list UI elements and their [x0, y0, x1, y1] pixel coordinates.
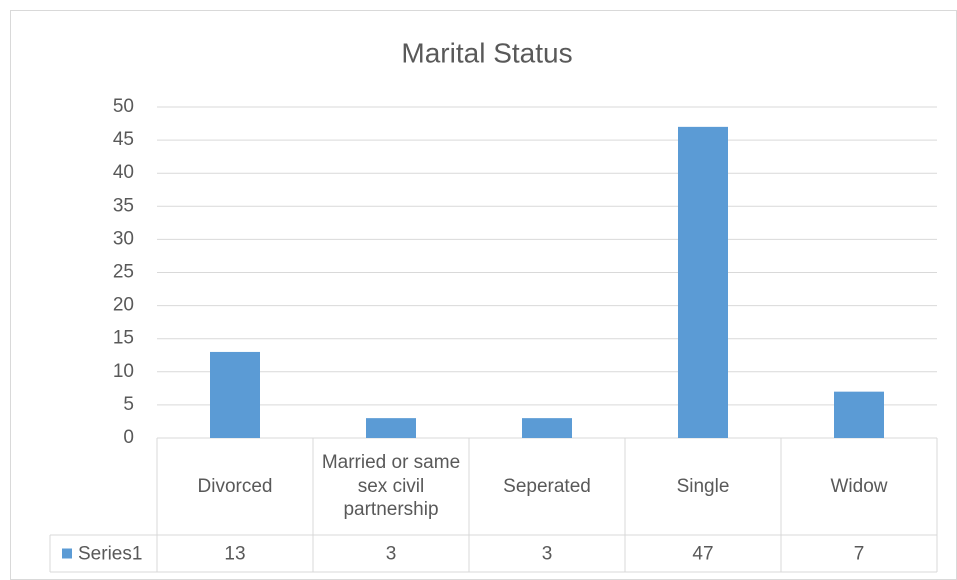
y-tick-label: 5 — [123, 394, 134, 415]
y-tick-label: 25 — [113, 262, 134, 283]
y-tick-label: 35 — [113, 195, 134, 216]
category-cell: Single — [676, 475, 730, 497]
table-value: 3 — [542, 544, 553, 565]
legend-label: Series1 — [78, 544, 142, 565]
x-tick-label: Married or same sex civil partnership — [321, 451, 461, 521]
category-cell: Divorced — [197, 475, 273, 497]
table-value: 3 — [386, 544, 397, 565]
category-cell: Seperated — [503, 475, 591, 497]
table-value: 7 — [854, 544, 865, 565]
bar — [366, 418, 416, 438]
y-tick-label: 20 — [113, 295, 134, 316]
table-value: 47 — [692, 544, 713, 565]
table-value: 13 — [224, 544, 245, 565]
chart-border — [10, 10, 957, 580]
y-tick-label: 0 — [123, 427, 134, 448]
bar — [678, 126, 728, 439]
bar — [522, 418, 572, 438]
y-tick-label: 40 — [113, 162, 134, 183]
bar — [834, 391, 884, 438]
y-tick-label: 45 — [113, 129, 134, 150]
y-tick-label: 50 — [113, 96, 134, 117]
legend-marker — [62, 548, 72, 559]
x-tick-label: Widow — [830, 475, 888, 497]
x-tick-label: Single — [676, 475, 730, 497]
chart-title: Marital Status — [401, 37, 572, 68]
x-tick-label: Divorced — [197, 475, 273, 497]
category-cell: Married or same sex civil partnership — [321, 451, 461, 521]
y-tick-label: 10 — [113, 361, 134, 382]
y-tick-label: 30 — [113, 228, 134, 249]
category-cell: Widow — [830, 475, 888, 497]
bar — [210, 351, 260, 438]
x-tick-label: Seperated — [503, 475, 591, 497]
y-tick-label: 15 — [113, 328, 134, 349]
